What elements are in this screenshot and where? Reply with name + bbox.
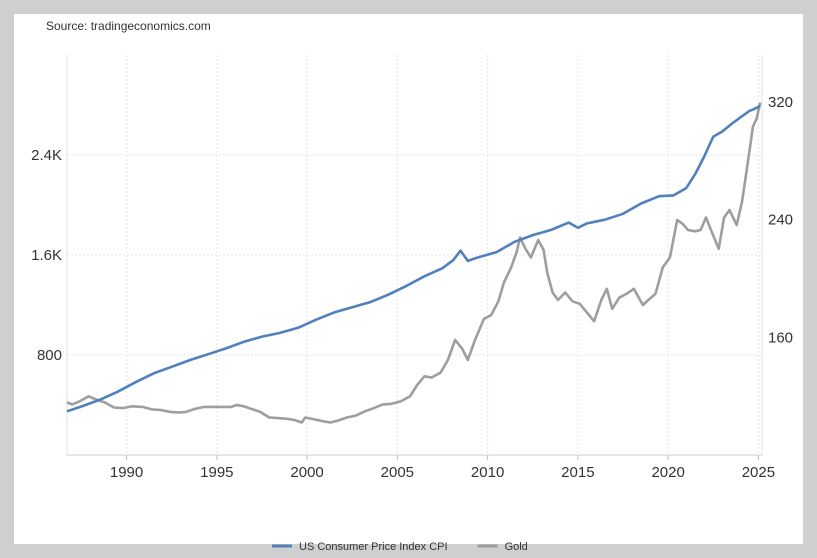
y-left-tick-label: 800 bbox=[37, 347, 62, 364]
axes: 1990 1995 2000 2005 2010 2015 2020 2025 800 1.6K 2… bbox=[31, 55, 793, 481]
series-group bbox=[66, 102, 762, 424]
y-right-tick-label: 240 bbox=[768, 212, 793, 229]
chart-frame: Source: tradingeconomics.com bbox=[14, 14, 803, 544]
x-tick-label: 1995 bbox=[200, 464, 233, 481]
x-tick-label: 1990 bbox=[110, 464, 143, 481]
series-line-gold bbox=[66, 102, 762, 424]
x-tick-label: 2025 bbox=[742, 464, 775, 481]
y-right-tick-label: 160 bbox=[768, 329, 793, 346]
x-tick-label: 2020 bbox=[651, 464, 684, 481]
source-label: Source: tradingeconomics.com bbox=[46, 19, 211, 33]
x-tick-label: 2010 bbox=[471, 464, 504, 481]
series-line-us-consumer-price-index-cpi bbox=[66, 104, 761, 413]
legend: US Consumer Price Index CPI Gold bbox=[272, 541, 528, 553]
x-tick-label: 2000 bbox=[290, 464, 323, 481]
grid-lines bbox=[67, 55, 762, 455]
y-right-tick-label: 320 bbox=[768, 94, 793, 111]
legend-label-gold: Gold bbox=[505, 541, 528, 553]
y-left-tick-label: 2.4K bbox=[31, 147, 62, 164]
x-tick-label: 2005 bbox=[381, 464, 414, 481]
x-tick-label: 2015 bbox=[561, 464, 594, 481]
legend-label-us-consumer-price-index-cpi: US Consumer Price Index CPI bbox=[299, 541, 448, 553]
y-left-tick-label: 1.6K bbox=[31, 247, 62, 264]
